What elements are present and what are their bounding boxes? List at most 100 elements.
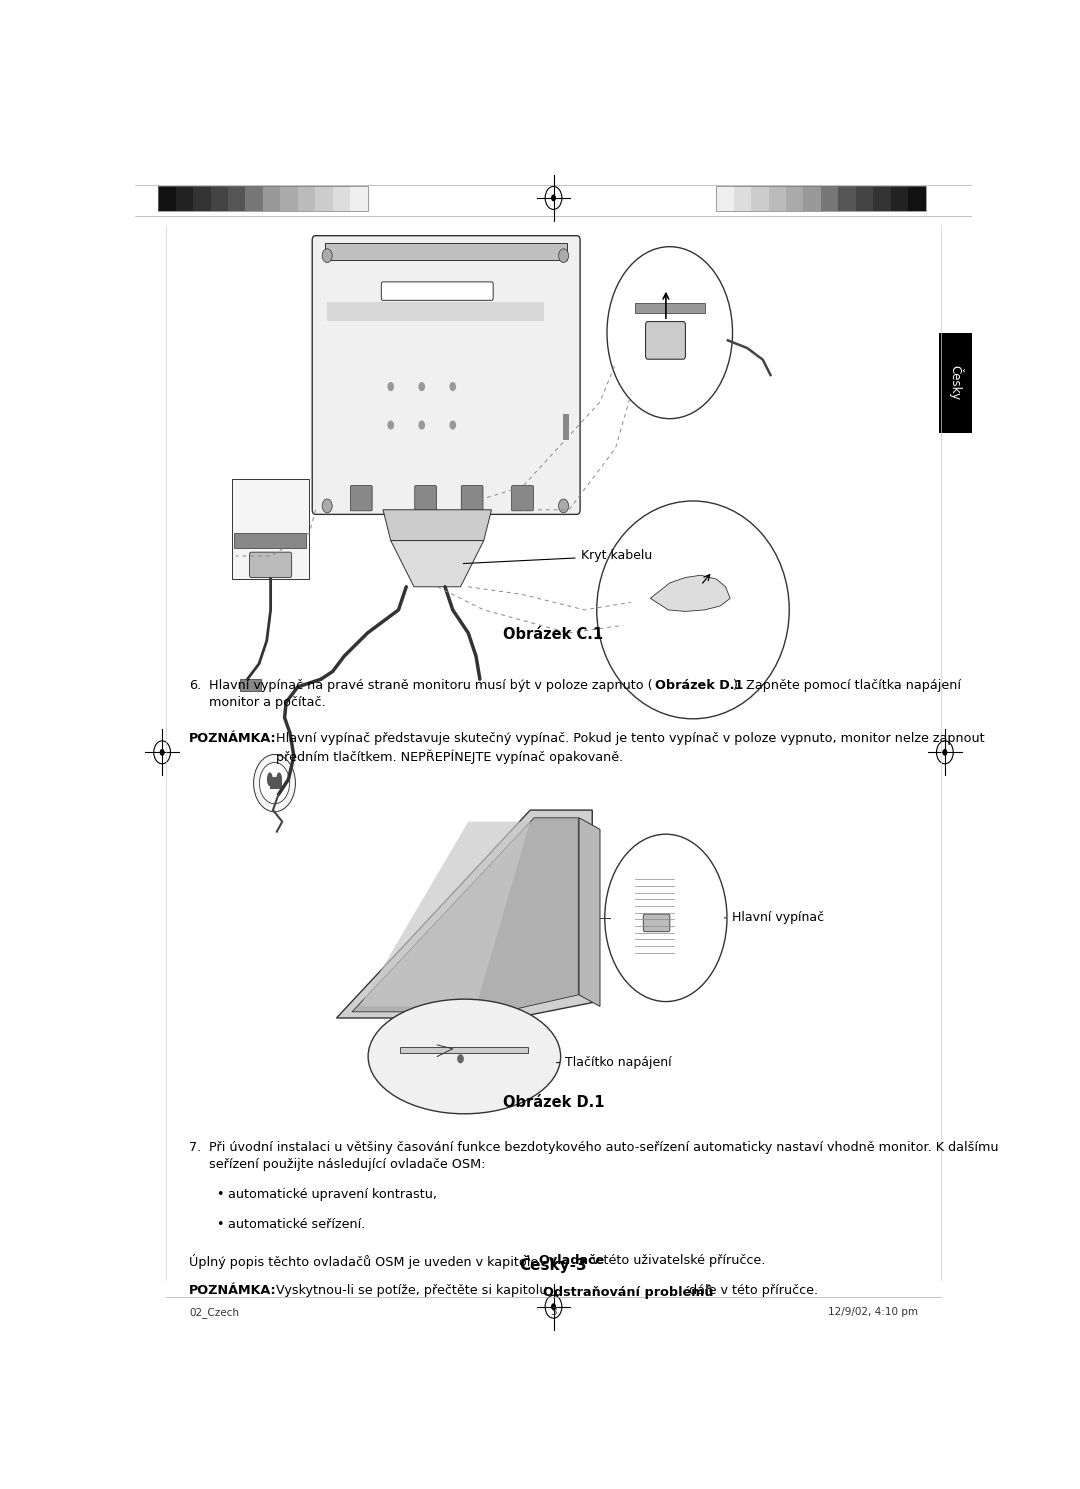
Circle shape [322,499,333,512]
Circle shape [254,755,296,812]
Text: Kryt kabelu: Kryt kabelu [463,549,652,563]
Bar [786,186,804,211]
Polygon shape [391,541,484,587]
Text: POZNÁMKA:: POZNÁMKA: [189,733,276,746]
Circle shape [418,420,426,430]
Circle shape [388,383,394,392]
FancyBboxPatch shape [461,485,483,511]
Polygon shape [337,810,592,1018]
Text: 6.: 6. [189,679,201,692]
Circle shape [160,749,164,756]
Bar [228,186,245,211]
FancyBboxPatch shape [644,914,670,932]
Ellipse shape [394,1035,542,1054]
Circle shape [558,249,568,262]
Text: 02_Czech: 02_Czech [189,1307,240,1318]
Bar [159,186,367,211]
Circle shape [449,383,456,392]
Bar [716,186,733,211]
Polygon shape [352,817,578,1013]
FancyBboxPatch shape [312,235,580,514]
Bar [804,186,821,211]
Text: 3: 3 [550,1307,557,1316]
Ellipse shape [597,500,789,719]
Text: Hlavní vypínač představuje skutečný vypínač. Pokud je tento vypínač v poloze vyp: Hlavní vypínač představuje skutečný vypí… [276,733,985,746]
Text: Tlačítko napájení: Tlačítko napájení [556,1056,672,1069]
Text: Při úvodní instalaci u většiny časování funkce bezdotykového auto-seřízení autom: Při úvodní instalaci u většiny časování … [208,1141,998,1154]
Text: Úplný popis těchto ovladačů OSM je uveden v kapitole: Úplný popis těchto ovladačů OSM je uvede… [189,1254,542,1269]
Bar [211,186,228,211]
Circle shape [418,383,426,392]
Circle shape [259,762,289,804]
FancyBboxPatch shape [249,552,292,578]
Text: POZNÁMKA:: POZNÁMKA: [189,1284,276,1297]
Text: Česky: Česky [948,365,963,401]
Polygon shape [383,509,491,541]
Bar [838,186,855,211]
Text: Hlavní vypínač na pravé straně monitoru musí být v poloze zapnuto (: Hlavní vypínač na pravé straně monitoru … [208,679,652,692]
Text: Hlavní vypínač: Hlavní vypínač [725,911,824,925]
Bar [716,186,926,211]
Bar [891,186,908,211]
Circle shape [605,834,727,1002]
Ellipse shape [276,773,282,786]
Bar [270,777,282,789]
Bar [563,414,569,441]
Circle shape [607,247,732,418]
Polygon shape [650,575,730,612]
Text: Vyskytnou-li se potíže, přečtěte si kapitolu: Vyskytnou-li se potíže, přečtěte si kapi… [276,1284,552,1297]
Text: •: • [216,1188,224,1200]
Text: •: • [216,1218,224,1230]
Bar [855,186,874,211]
Text: automatické upravení kontrastu,: automatické upravení kontrastu, [228,1188,437,1200]
Text: 12/9/02, 4:10 pm: 12/9/02, 4:10 pm [827,1307,918,1316]
Text: Obrázek D.1: Obrázek D.1 [503,1094,604,1109]
Bar [751,186,769,211]
Circle shape [551,1303,556,1310]
Circle shape [551,195,556,201]
Bar [262,186,281,211]
Bar [245,186,262,211]
Bar [635,304,704,313]
Text: monitor a počítač.: monitor a počítač. [208,695,325,709]
Polygon shape [579,817,600,1007]
Bar [281,186,298,211]
FancyBboxPatch shape [350,485,373,511]
Bar [769,186,786,211]
Bar [298,186,315,211]
Bar [400,1047,528,1053]
Bar [315,186,333,211]
Text: automatické seřízení.: automatické seřízení. [228,1218,365,1230]
Polygon shape [360,822,530,1007]
Circle shape [943,749,947,756]
Bar [234,533,307,548]
FancyBboxPatch shape [512,485,534,511]
Ellipse shape [368,999,561,1114]
Text: Ovladače: Ovladače [538,1254,604,1267]
Bar [159,186,176,211]
Text: seřízení použijte následující ovladače OSM:: seřízení použijte následující ovladače O… [208,1158,485,1170]
Bar [940,332,972,433]
Circle shape [558,499,568,512]
Text: Česky-3: Česky-3 [519,1255,588,1273]
Bar [350,186,367,211]
FancyBboxPatch shape [646,322,686,359]
Ellipse shape [267,773,273,786]
Bar [325,243,567,259]
Bar [908,186,926,211]
Circle shape [449,420,456,430]
Bar [874,186,891,211]
Text: Obrázek C.1: Obrázek C.1 [503,627,604,642]
Circle shape [457,1054,463,1063]
FancyBboxPatch shape [232,479,309,579]
Text: Obrázek D.1: Obrázek D.1 [656,679,743,692]
Text: Odstraňování problémů: Odstraňování problémů [543,1284,714,1298]
Text: dále v této příručce.: dále v této příručce. [685,1284,819,1297]
Text: předním tlačítkem. NEPŘEPÍNEJTE vypínač opakovaně.: předním tlačítkem. NEPŘEPÍNEJTE vypínač … [276,749,623,764]
Bar [193,186,211,211]
Text: v této uživatelské příručce.: v této uživatelské příručce. [589,1254,766,1267]
Bar [240,679,261,691]
Text: ). Zapněte pomocí tlačítka napájení: ). Zapněte pomocí tlačítka napájení [732,679,960,692]
Bar [333,186,350,211]
Circle shape [322,249,333,262]
